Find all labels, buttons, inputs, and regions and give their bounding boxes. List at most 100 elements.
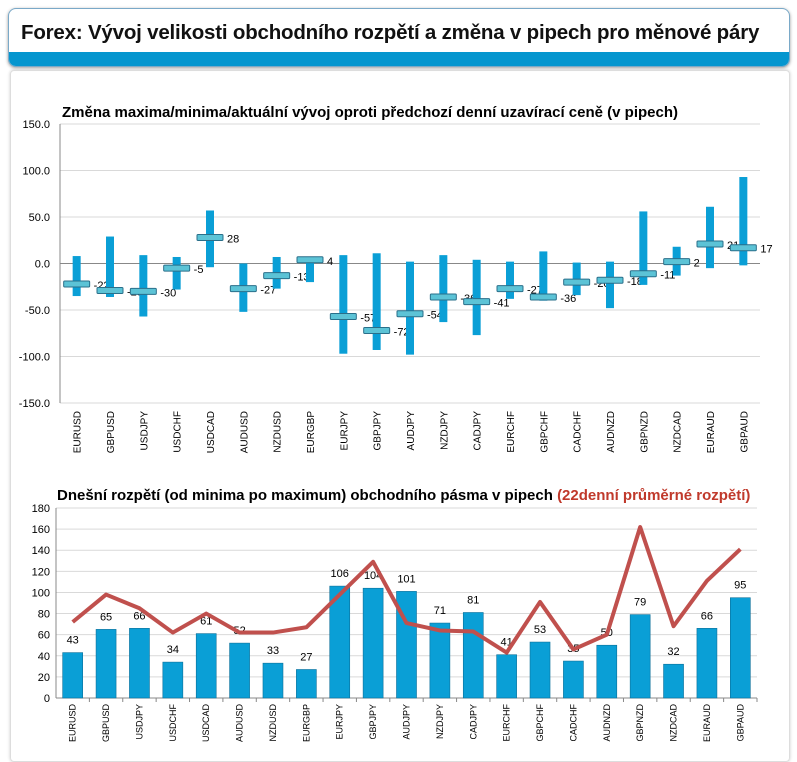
- current-marker: [596, 276, 624, 284]
- category-label: NZDJPY: [439, 411, 450, 450]
- category-label: AUDUSD: [239, 411, 250, 453]
- range-bar: [195, 633, 217, 699]
- category-label: EURJPY: [339, 411, 350, 451]
- current-marker: [63, 280, 91, 288]
- y-tick-label: 40: [38, 651, 50, 663]
- y-tick-label: 60: [38, 630, 50, 642]
- range-bar: [262, 662, 284, 699]
- range-bar: [663, 663, 684, 699]
- y-tick-label: 160: [32, 524, 50, 536]
- y-tick-label: 50.0: [29, 212, 50, 224]
- category-label: USDCAD: [201, 704, 211, 743]
- bar-value-label: 66: [133, 610, 145, 622]
- bar-value-label: 65: [100, 611, 112, 623]
- bar-value-label: 81: [467, 595, 479, 607]
- current-value-label: 4: [327, 256, 333, 268]
- category-label: GBPUSD: [106, 411, 117, 453]
- current-marker: [429, 293, 457, 301]
- category-label: EURGBP: [301, 704, 311, 742]
- y-tick-label: -100.0: [19, 352, 50, 364]
- current-marker: [163, 264, 191, 272]
- high-low-bar: [372, 253, 381, 350]
- high-low-bar: [606, 261, 614, 309]
- category-label: USDJPY: [139, 411, 150, 451]
- category-label: GBPUSD: [101, 704, 111, 743]
- high-low-bar: [506, 261, 514, 299]
- current-marker: [529, 293, 557, 301]
- range-bar: [362, 587, 384, 699]
- current-marker: [129, 287, 157, 295]
- high-low-bar: [72, 256, 81, 297]
- range-bar: [429, 622, 451, 699]
- page-header: Forex: Vývoj velikosti obchodního rozpět…: [8, 8, 790, 67]
- range-bar: [462, 612, 484, 699]
- high-low-bar: [406, 261, 414, 355]
- current-value-label: -57: [360, 313, 376, 325]
- range-bar: [229, 642, 250, 699]
- category-label: GBPCHF: [539, 411, 550, 453]
- current-marker: [96, 286, 124, 294]
- y-tick-label: 80: [38, 609, 50, 621]
- range-chart-title: Dnešní rozpětí (od minima po maximum) ob…: [57, 487, 750, 504]
- bar-value-label: 106: [331, 568, 349, 580]
- range-bar: [62, 652, 83, 699]
- current-value-label: -36: [560, 293, 576, 305]
- current-marker: [463, 298, 491, 306]
- category-label: GBPJPY: [373, 411, 384, 451]
- bar-value-label: 61: [200, 616, 212, 628]
- category-label: USDJPY: [134, 704, 144, 740]
- current-marker: [663, 258, 691, 266]
- category-label: EURUSD: [68, 704, 78, 743]
- bar-value-label: 32: [667, 646, 679, 658]
- category-label: NZDCAD: [669, 704, 679, 742]
- bar-value-label: 95: [734, 580, 746, 592]
- change-chart-title: Změna maxima/minima/aktuální vývoj oprot…: [62, 104, 678, 121]
- current-marker: [329, 313, 357, 321]
- category-label: AUDNZD: [602, 704, 612, 742]
- category-label: EURAUD: [706, 411, 717, 453]
- y-tick-label: 120: [32, 566, 50, 578]
- current-value-label: -54: [427, 310, 443, 322]
- category-label: GBPJPY: [368, 704, 378, 740]
- current-marker: [296, 256, 324, 264]
- current-marker: [396, 310, 424, 318]
- y-tick-label: 180: [32, 503, 50, 515]
- current-value-label: -72: [394, 326, 410, 338]
- high-low-bar: [706, 206, 714, 269]
- current-marker: [729, 244, 757, 252]
- category-label: NZDUSD: [273, 411, 284, 453]
- current-marker: [229, 285, 257, 293]
- y-tick-label: 100.0: [22, 166, 50, 178]
- category-label: GBPCHF: [535, 704, 545, 742]
- category-label: AUDJPY: [402, 704, 412, 740]
- bar-value-label: 34: [167, 644, 179, 656]
- y-tick-label: -50.0: [25, 305, 50, 317]
- current-value-label: -13: [294, 272, 310, 284]
- category-label: AUDJPY: [406, 411, 417, 451]
- y-tick-label: 0: [44, 693, 50, 705]
- y-tick-label: 140: [32, 545, 50, 557]
- category-label: EURGBP: [306, 411, 317, 454]
- range-bar: [496, 654, 517, 699]
- high-low-bar: [139, 255, 148, 317]
- category-label: USDCAD: [206, 411, 217, 453]
- range-bar: [95, 629, 117, 699]
- high-low-bar: [339, 255, 348, 354]
- range-bar: [563, 660, 584, 699]
- range-chart-title-main: Dnešní rozpětí (od minima po maximum) ob…: [57, 487, 553, 504]
- range-bar: [129, 628, 150, 699]
- range-bar: [296, 669, 317, 699]
- category-label: NZDJPY: [435, 704, 445, 739]
- category-label: CADJPY: [468, 704, 478, 740]
- bar-value-label: 66: [701, 610, 713, 622]
- category-label: CADCHF: [573, 411, 584, 453]
- high-low-bar: [472, 259, 481, 336]
- current-value-label: 2: [694, 258, 700, 270]
- current-value-label: -27: [260, 285, 276, 297]
- category-label: GBPNZD: [635, 704, 645, 742]
- bar-value-label: 33: [267, 645, 279, 657]
- header-accent-bar: [9, 52, 789, 66]
- category-label: EURCHF: [506, 411, 517, 453]
- current-marker: [363, 326, 391, 334]
